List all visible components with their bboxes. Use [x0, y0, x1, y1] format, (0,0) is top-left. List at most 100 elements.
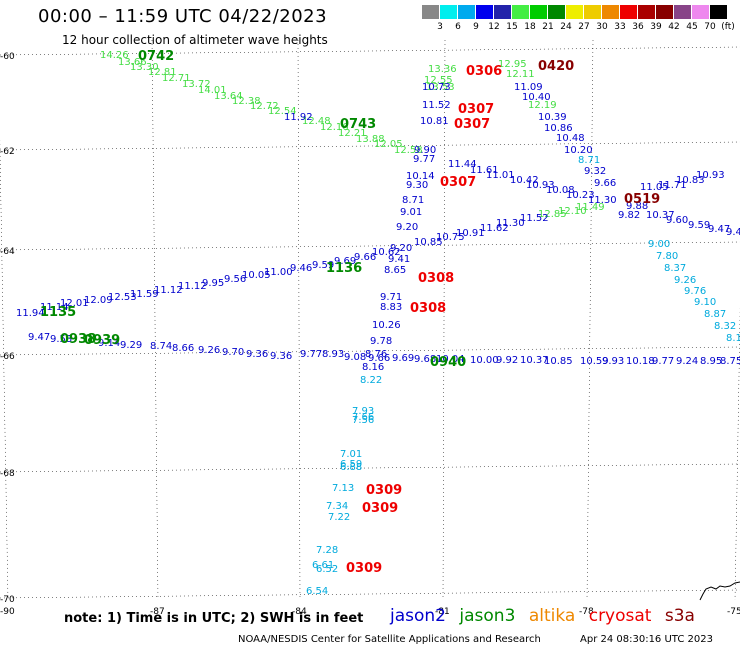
coastline: [700, 582, 740, 600]
swh-value: 9.60: [666, 215, 688, 226]
swh-value: 9.36: [270, 351, 292, 362]
legend-swatch: [440, 5, 457, 19]
legend-tick-label: 15: [502, 22, 522, 32]
swh-value: 10.93: [696, 170, 725, 181]
swh-value: 11.52: [520, 213, 549, 224]
swh-value: 9.77: [413, 154, 435, 165]
legend-swatch: [620, 5, 637, 19]
swh-value: 9.36: [246, 349, 268, 360]
swh-value: 11.00: [264, 267, 293, 278]
lon-gridline: [298, 40, 300, 600]
swh-value: 9.78: [370, 336, 392, 347]
swh-value: 9.76: [684, 286, 706, 297]
swh-value: 11.30: [588, 195, 617, 206]
pass-time-label: 0309: [346, 561, 382, 576]
swh-value: 9.82: [618, 210, 640, 221]
swh-value: 10.26: [372, 320, 401, 331]
lat-label: -60: [0, 52, 15, 62]
pass-time-label: 0420: [538, 59, 574, 74]
swh-value: 9.24: [676, 356, 698, 367]
swh-value: 8.32: [714, 321, 736, 332]
pass-time-label: 0743: [340, 117, 376, 132]
swh-value: 9.66: [594, 178, 616, 189]
swh-value: 9.30: [406, 180, 428, 191]
swh-value: 6.54: [306, 586, 328, 597]
swh-value: 9.44: [726, 227, 740, 238]
swh-value: 11.92: [284, 112, 313, 123]
swh-value: 10.81: [420, 116, 449, 127]
swh-value: 9.10: [694, 297, 716, 308]
satellite-cryosat: cryosat: [589, 606, 652, 626]
swh-value: 8.66: [172, 343, 194, 354]
lat-label: -70: [0, 595, 15, 605]
pass-time-label: 0940: [430, 355, 466, 370]
swh-value: 8.75: [720, 356, 740, 367]
legend-tick-label: 21: [538, 22, 558, 32]
chart-title: 00:00 – 11:59 UTC 04/22/2023: [38, 6, 327, 27]
swh-value: 7.34: [326, 501, 348, 512]
satellite-s3a: s3a: [665, 606, 695, 626]
chart-subtitle: 12 hour collection of altimeter wave hei…: [62, 33, 328, 47]
pass-time-label: 0306: [466, 64, 502, 79]
legend-swatch: [710, 5, 727, 19]
pass-time-label: 0307: [440, 175, 476, 190]
legend-tick-label: 70: [700, 22, 720, 32]
swh-value: 10.18: [626, 356, 655, 367]
swh-value: 11.52: [422, 100, 451, 111]
legend-swatch: [674, 5, 691, 19]
footer-note: note: 1) Time is in UTC; 2) SWH is in fe…: [64, 611, 363, 626]
altimeter-map: 14.2613.6613.3012.8112.7113.7214.0113.64…: [0, 0, 740, 650]
pass-time-label: 0519: [624, 192, 660, 207]
satellite-key: jason2 jason3 altika cryosat s3a: [390, 606, 703, 626]
swh-value: 9.70: [222, 347, 244, 358]
lon-gridline: [152, 40, 158, 600]
lon-gridline: [0, 40, 8, 600]
lon-gridline: [587, 40, 593, 600]
swh-value: 8.71: [578, 155, 600, 166]
track-jason2-blue-center: 8.719.019.209.718.8310.269.788.658.768.1…: [362, 195, 424, 373]
legend-swatch: [548, 5, 565, 19]
legend-tick-label: 24: [556, 22, 576, 32]
swh-value: 9.41: [388, 254, 410, 265]
swh-value: 9.26: [198, 345, 220, 356]
pass-time-label: 0308: [410, 301, 446, 316]
legend-swatch: [530, 5, 547, 19]
lat-label: -64: [0, 247, 15, 257]
swh-value: 9.77: [300, 349, 322, 360]
swh-value: 12.11: [506, 69, 535, 80]
satellite-jason3: jason3: [459, 606, 515, 626]
pass-time-label: 0309: [362, 501, 398, 516]
swh-value: 9.00: [648, 239, 670, 250]
legend-tick-label: 27: [574, 22, 594, 32]
swh-value: 7.56: [352, 415, 374, 426]
swh-value: 8.71: [402, 195, 424, 206]
legend-tick-label: 3: [430, 22, 450, 32]
swh-value: 9.93: [602, 356, 624, 367]
swh-value: 9.95: [202, 278, 224, 289]
legend-tick-label: 36: [628, 22, 648, 32]
pass-time-label: 1135: [40, 305, 76, 320]
legend-tick-label: 30: [592, 22, 612, 32]
swh-value: 8.37: [664, 263, 686, 274]
swh-value: 9.29: [120, 340, 142, 351]
pass-time-label: 0307: [454, 117, 490, 132]
legend-swatch: [512, 5, 529, 19]
swh-value: 13.36: [428, 64, 457, 75]
swh-value: 10.39: [538, 112, 567, 123]
swh-value: 10.48: [556, 133, 585, 144]
legend-tick-label: 33: [610, 22, 630, 32]
swh-value: 8.93: [322, 349, 344, 360]
swh-value: 9.47: [28, 332, 50, 343]
legend-swatch: [458, 5, 475, 19]
swh-value: 8.22: [360, 375, 382, 386]
legend-swatch: [638, 5, 655, 19]
pass-time-label: 0309: [366, 483, 402, 498]
swh-value: 9.46: [290, 263, 312, 274]
legend-swatch: [566, 5, 583, 19]
legend-tick-label: 42: [664, 22, 684, 32]
swh-value: 10.00: [470, 355, 499, 366]
legend-swatch: [476, 5, 493, 19]
swh-value: 9.26: [674, 275, 696, 286]
lat-gridline: [0, 464, 740, 472]
swh-value: 7.80: [656, 251, 678, 262]
